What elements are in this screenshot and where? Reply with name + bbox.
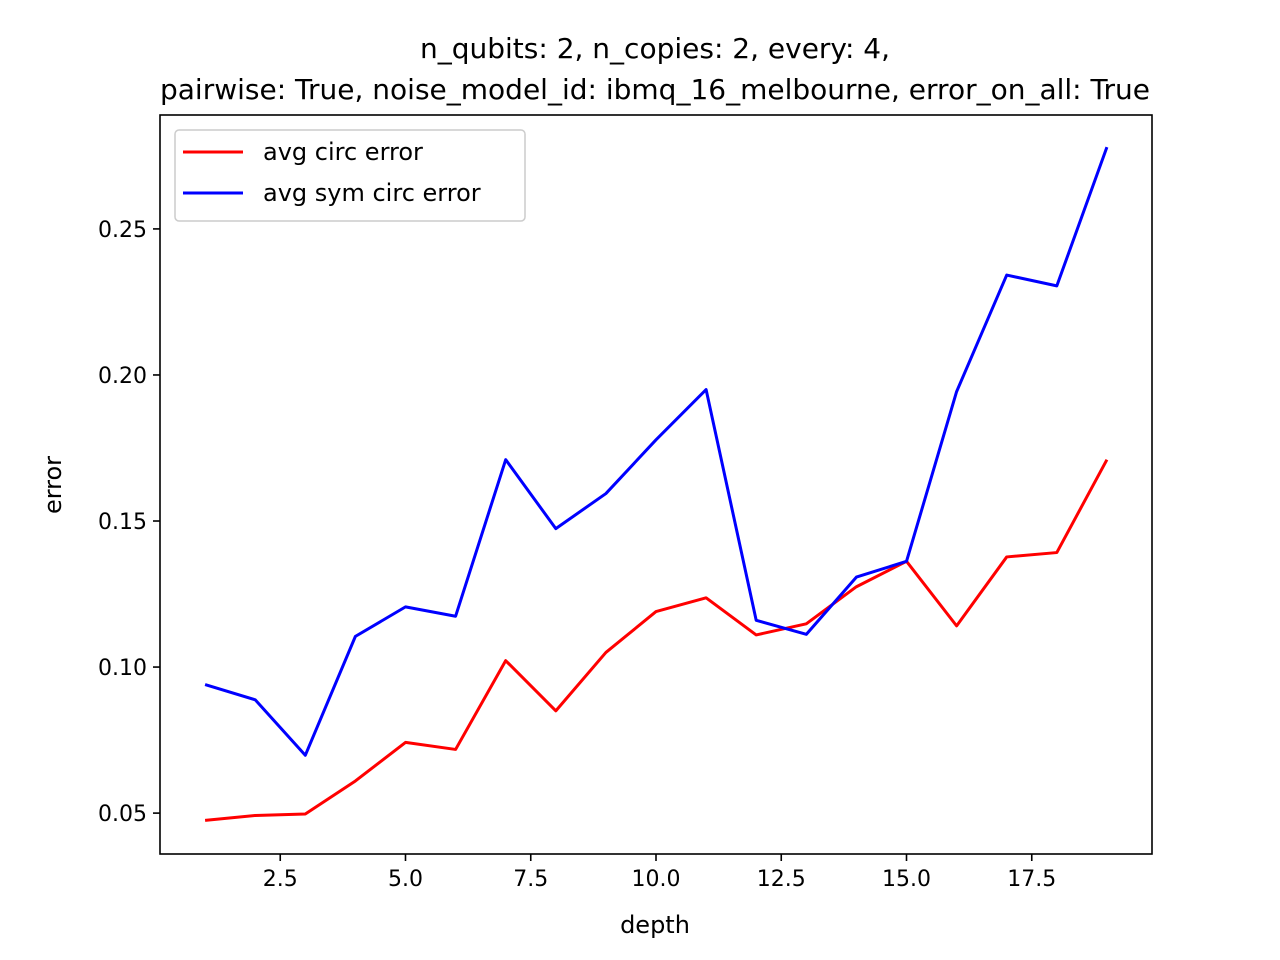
x-tick-label-4: 10.0 xyxy=(632,867,681,892)
plot-area: 2.5 5.0 7.5 10.0 12.5 15.0 17.5 0.05 0.10 0.15 0.2… xyxy=(98,114,1153,892)
x-tick-label-1: 2.5 xyxy=(263,867,298,892)
x-tick-label-7: 17.5 xyxy=(1007,867,1056,892)
chart-title-line-1: n_qubits: 2, n_copies: 2, every: 4, xyxy=(420,32,890,65)
legend-label-1: avg circ error xyxy=(263,138,423,166)
legend: avg circ error avg sym circ error xyxy=(174,129,526,222)
y-tick-label-3: 0.15 xyxy=(98,510,147,535)
y-tick-label-2: 0.10 xyxy=(98,656,147,681)
y-tick-label-1: 0.05 xyxy=(98,802,147,827)
legend-box xyxy=(174,129,526,222)
series-line-2 xyxy=(204,146,1109,757)
x-tick-label-3: 7.5 xyxy=(513,867,548,892)
y-axis-label: error xyxy=(39,456,67,514)
y-tick-label-4: 0.20 xyxy=(98,364,147,389)
x-tick-label-6: 15.0 xyxy=(882,867,931,892)
chart-title-line-2: pairwise: True, noise_model_id: ibmq_16_… xyxy=(160,73,1150,106)
x-tick-label-2: 5.0 xyxy=(388,867,423,892)
y-tick-label-5: 0.25 xyxy=(98,218,147,243)
x-axis-label: depth xyxy=(620,911,690,939)
series-line-1 xyxy=(204,458,1109,822)
x-tick-label-5: 12.5 xyxy=(757,867,806,892)
legend-label-2: avg sym circ error xyxy=(263,179,481,207)
